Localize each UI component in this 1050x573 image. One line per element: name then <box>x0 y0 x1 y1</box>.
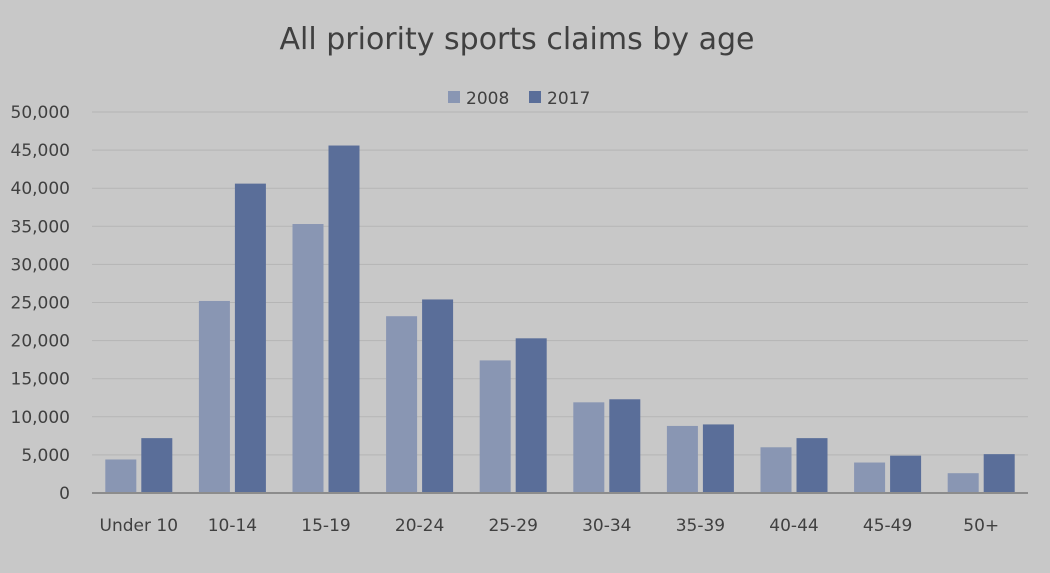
bar-2017-40-44 <box>796 438 828 493</box>
bar-2017-20-24 <box>422 299 454 493</box>
legend-swatch-2017 <box>529 91 541 103</box>
bar-2008-30-34 <box>573 402 605 493</box>
bar-2008-35-39 <box>666 425 698 493</box>
bar-2017-35-39 <box>702 424 734 493</box>
bar-2008-45-49 <box>854 462 886 493</box>
bar-2017-45-49 <box>890 455 922 493</box>
x-tick-label: 30-34 <box>582 516 631 536</box>
x-tick-label: Under 10 <box>100 516 179 536</box>
x-tick-label: 45-49 <box>863 516 912 536</box>
bar-2017-30-34 <box>609 399 641 493</box>
bar-2017-50+ <box>983 454 1015 493</box>
x-tick-label: 20-24 <box>395 516 444 536</box>
x-tick-label: 25-29 <box>488 516 537 536</box>
y-tick-label: 25,000 <box>11 294 70 314</box>
y-tick-label: 30,000 <box>11 255 70 275</box>
gridlines <box>92 111 1028 456</box>
bar-2008-15-19 <box>292 224 324 493</box>
x-tick-label: 35-39 <box>676 516 725 536</box>
bar-2008-40-44 <box>760 447 792 493</box>
y-tick-label: 15,000 <box>11 370 70 390</box>
legend: 2008 2017 <box>448 89 590 109</box>
bar-2008-50+ <box>947 473 979 493</box>
y-tick-label: 10,000 <box>11 408 70 428</box>
bars <box>105 145 1015 494</box>
x-tick-label: 40-44 <box>769 516 818 536</box>
bar-2017-10-14 <box>234 183 266 494</box>
y-tick-label: 0 <box>59 484 70 504</box>
legend-label: 2017 <box>547 89 590 109</box>
y-tick-label: 5,000 <box>21 446 70 466</box>
bar-2008-25-29 <box>479 360 511 493</box>
chart-title: All priority sports claims by age <box>280 22 755 57</box>
y-tick-label: 50,000 <box>11 103 70 123</box>
y-tick-label: 45,000 <box>11 141 70 161</box>
bar-2017-15-19 <box>328 145 360 493</box>
y-axis-ticks: 0 5,000 10,000 15,000 20,000 25,000 30,000 35,0… <box>11 103 70 504</box>
legend-swatch-2008 <box>448 91 460 103</box>
bar-2017-under-10 <box>141 438 173 493</box>
y-tick-label: 40,000 <box>11 179 70 199</box>
legend-label: 2008 <box>466 89 509 109</box>
x-axis-ticks: Under 10 10-14 15-19 20-24 25-29 30-34 35-39 40… <box>100 516 1000 536</box>
x-tick-label: 15-19 <box>301 516 350 536</box>
y-tick-label: 20,000 <box>11 332 70 352</box>
y-tick-label: 35,000 <box>11 217 70 237</box>
x-tick-label: 10-14 <box>208 516 257 536</box>
bar-2008-20-24 <box>386 316 418 493</box>
bar-2017-25-29 <box>515 338 547 493</box>
x-tick-label: 50+ <box>963 516 999 536</box>
bar-2008-under-10 <box>105 459 137 493</box>
bar-2008-10-14 <box>198 300 230 493</box>
